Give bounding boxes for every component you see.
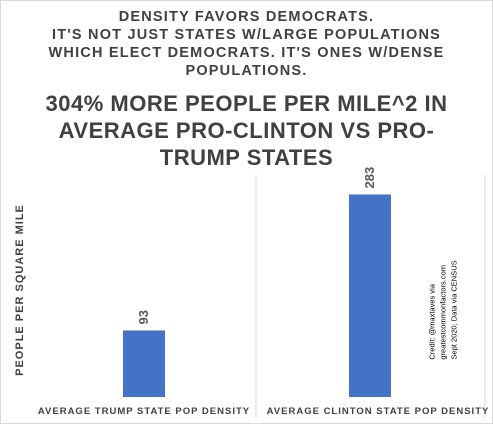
- title-line-1: 304% MORE PEOPLE PER MILE^2 IN: [45, 91, 448, 116]
- category-label: AVERAGE TRUMP STATE POP DENSITY: [38, 406, 250, 417]
- data-label: 93: [136, 310, 151, 324]
- credit-line-3: Sept 2020; Data via CENSUS: [449, 260, 459, 360]
- subtitle-line-1: DENSITY FAVORS DEMOCRATS.: [118, 9, 375, 25]
- subtitle-line-2: IT'S NOT JUST STATES W/LARGE POPULATIONS: [52, 27, 441, 43]
- subtitle-line-3: WHICH ELECT DEMOCRATS. IT'S ONES W/DENSE: [48, 45, 445, 61]
- data-label: 283: [362, 167, 377, 189]
- credit-line-2: greatestcommonfactors.com: [438, 264, 448, 360]
- chart-title: 304% MORE PEOPLE PER MILE^2 IN AVERAGE P…: [10, 90, 483, 171]
- bar-clinton: [349, 194, 391, 397]
- credit-note: Credit: @maxtaves via greatestcommonfact…: [412, 245, 474, 375]
- credit-line-1: Credit: @maxtaves via: [427, 284, 437, 360]
- title-line-3: TRUMP STATES: [159, 145, 334, 170]
- title-line-2: AVERAGE PRO-CLINTON VS PRO-: [58, 118, 435, 143]
- chart-subtitle: DENSITY FAVORS DEMOCRATS. IT'S NOT JUST …: [20, 8, 473, 80]
- subtitle-line-4: POPULATIONS.: [185, 63, 308, 79]
- category-label: AVERAGE CLINTON STATE POP DENSITY: [267, 406, 490, 417]
- bar-trump: [123, 330, 165, 397]
